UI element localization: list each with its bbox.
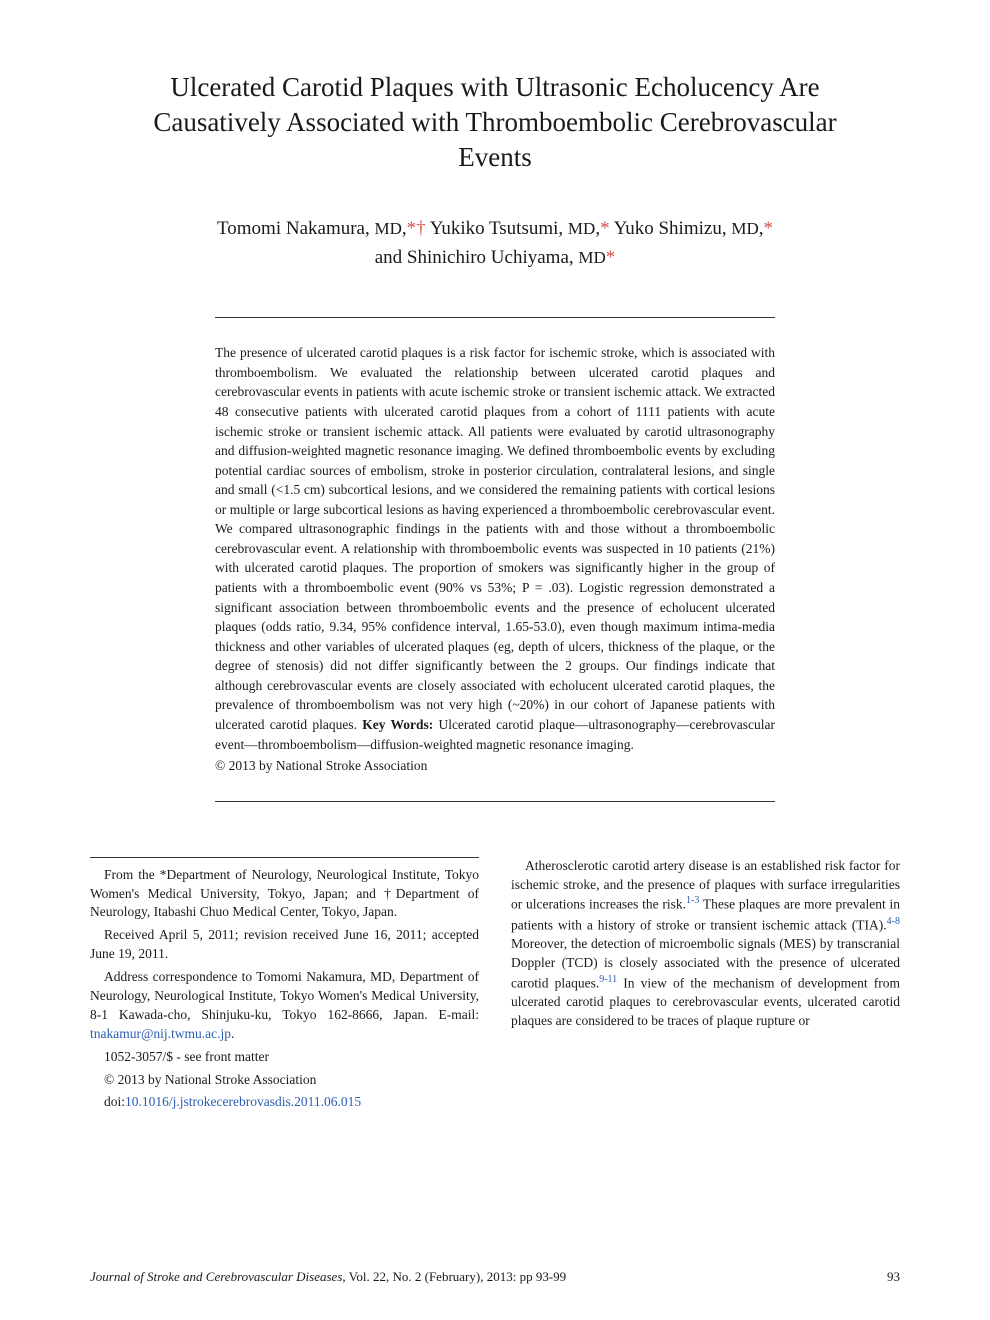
footnote-divider xyxy=(90,857,479,858)
degree: MD xyxy=(578,248,605,267)
degree: MD xyxy=(568,219,595,238)
page-number: 93 xyxy=(887,1269,900,1285)
footnote-correspondence: Address correspondence to Tomomi Nakamur… xyxy=(90,968,479,1044)
citation-3[interactable]: 9-11 xyxy=(599,974,617,985)
aff-mark-3: * xyxy=(763,218,773,239)
author-list: Tomomi Nakamura, MD,*† Yukiko Tsutsumi, … xyxy=(90,215,900,272)
two-column-body: From the *Department of Neurology, Neuro… xyxy=(90,857,900,1117)
email-link[interactable]: tnakamur@nij.twmu.ac.jp xyxy=(90,1026,231,1041)
author-4: and Shinichiro Uchiyama, xyxy=(375,247,579,268)
author-1: Tomomi Nakamura, xyxy=(217,218,375,239)
aff-mark-4: * xyxy=(606,247,616,268)
journal-issue: , Vol. 22, No. 2 (February), 2013: pp 93… xyxy=(342,1269,566,1284)
article-title: Ulcerated Carotid Plaques with Ultrasoni… xyxy=(90,70,900,175)
doi-prefix: doi: xyxy=(104,1094,125,1109)
page-footer: Journal of Stroke and Cerebrovascular Di… xyxy=(90,1269,900,1285)
correspondence-text: Address correspondence to Tomomi Nakamur… xyxy=(90,969,479,1022)
right-column: Atherosclerotic carotid artery disease i… xyxy=(511,857,900,1117)
abstract-rule-top xyxy=(215,317,775,318)
author-2: Yukiko Tsutsumi, xyxy=(430,218,568,239)
author-3: Yuko Shimizu, xyxy=(614,218,732,239)
citation-1[interactable]: 1-3 xyxy=(686,895,699,906)
citation-2[interactable]: 4-8 xyxy=(887,916,900,927)
footnote-copyright: © 2013 by National Stroke Association xyxy=(90,1071,479,1090)
abstract-rule-bottom xyxy=(215,801,775,802)
keywords-label: Key Words: xyxy=(362,717,433,732)
abstract-text: The presence of ulcerated carotid plaque… xyxy=(215,345,775,732)
footer-journal-info: Journal of Stroke and Cerebrovascular Di… xyxy=(90,1269,566,1285)
footnote-doi: doi:10.1016/j.jstrokecerebrovasdis.2011.… xyxy=(90,1093,479,1112)
left-column: From the *Department of Neurology, Neuro… xyxy=(90,857,479,1117)
body-paragraph-1: Atherosclerotic carotid artery disease i… xyxy=(511,857,900,1032)
aff-mark-2: * xyxy=(600,218,610,239)
abstract-copyright: © 2013 by National Stroke Association xyxy=(215,756,775,776)
doi-link[interactable]: 10.1016/j.jstrokecerebrovasdis.2011.06.0… xyxy=(125,1094,361,1109)
email-period: . xyxy=(231,1026,234,1041)
footnote-affiliation: From the *Department of Neurology, Neuro… xyxy=(90,866,479,923)
footnote-issn: 1052-3057/$ - see front matter xyxy=(90,1048,479,1067)
footnote-dates: Received April 5, 2011; revision receive… xyxy=(90,926,479,964)
degree: MD xyxy=(375,219,402,238)
journal-name: Journal of Stroke and Cerebrovascular Di… xyxy=(90,1269,342,1284)
abstract-block: The presence of ulcerated carotid plaque… xyxy=(215,343,775,775)
degree: MD xyxy=(731,219,758,238)
aff-mark-1: *† xyxy=(407,218,426,239)
